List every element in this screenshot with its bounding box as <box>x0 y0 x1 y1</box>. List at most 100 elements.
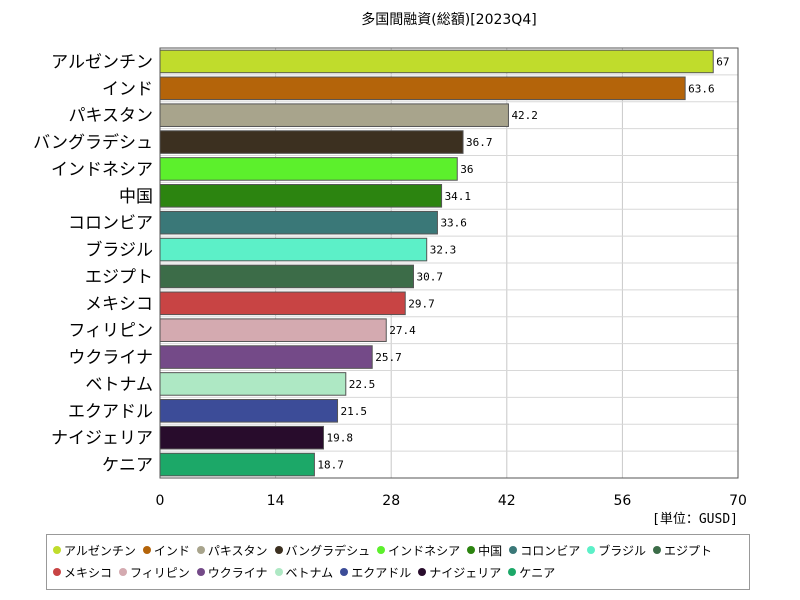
value-label: 36.7 <box>466 136 493 149</box>
category-label: インド <box>102 79 153 99</box>
category-label: ウクライナ <box>68 348 153 368</box>
legend-swatch <box>652 546 661 554</box>
legend-label: インドネシア <box>388 543 461 558</box>
legend-item: バングラデシュ <box>274 539 371 561</box>
value-label: 25.7 <box>375 351 402 364</box>
legend-swatch <box>274 546 283 554</box>
legend-swatch <box>509 546 518 554</box>
category-label: 中国 <box>119 187 153 207</box>
legend-swatch <box>508 568 517 576</box>
value-label: 18.7 <box>317 459 344 472</box>
bar <box>159 103 509 127</box>
legend-label: エクアドル <box>351 565 412 580</box>
bar <box>159 130 464 154</box>
legend-swatch <box>142 546 151 554</box>
x-tick-label: 28 <box>382 493 400 509</box>
legend-label: コロンビア <box>520 543 581 558</box>
category-label: コロンビア <box>68 214 153 234</box>
bar <box>159 291 406 316</box>
legend-label: メキシコ <box>64 565 113 580</box>
value-label: 67 <box>716 55 729 68</box>
legend-swatch <box>119 568 128 576</box>
legend-label: アルゼンチン <box>64 543 136 558</box>
legend-item: ブラジル <box>587 539 646 561</box>
category-label: ケニア <box>102 456 153 476</box>
legend-item: ケニア <box>508 561 555 583</box>
legend-item: フィリピン <box>119 561 190 583</box>
legend-label: ナイジェリア <box>429 565 502 580</box>
legend-label: ケニア <box>519 565 556 580</box>
x-tick-label: 70 <box>729 493 747 509</box>
legend-item: エジプト <box>652 539 712 561</box>
legend-label: ベトナム <box>285 565 334 580</box>
legend-swatch <box>377 546 386 554</box>
legend-item: コロンビア <box>509 539 580 561</box>
value-label: 30.7 <box>416 270 443 283</box>
value-label: 63.6 <box>688 82 715 95</box>
legend-label: ブラジル <box>598 543 646 558</box>
category-label: ベトナム <box>86 375 154 395</box>
legend-swatch <box>418 568 427 576</box>
x-tick-label: 42 <box>498 493 516 509</box>
value-label: 21.5 <box>341 405 368 418</box>
legend-item: パキスタン <box>196 539 268 561</box>
legend-swatch <box>340 568 349 576</box>
legend-item: メキシコ <box>53 561 112 583</box>
bar <box>159 184 443 208</box>
x-tick-label: 14 <box>267 493 285 509</box>
legend-item: インド <box>142 539 190 561</box>
legend-item: ナイジェリア <box>418 561 501 583</box>
value-label: 36 <box>460 163 473 176</box>
bar <box>159 399 339 423</box>
bar <box>159 76 686 101</box>
chart-title: 多国間融資(総額)[2023Q4] <box>361 12 537 28</box>
legend-label: ウクライナ <box>207 565 268 580</box>
value-label: 34.1 <box>445 190 472 203</box>
value-label: 32.3 <box>430 244 457 257</box>
bar <box>159 372 347 396</box>
legend-label: エジプト <box>663 543 712 558</box>
bar <box>159 210 438 235</box>
category-label: エクアドル <box>68 402 153 422</box>
category-label: バングラデシュ <box>33 132 153 153</box>
bar <box>159 237 428 262</box>
category-label: パキスタン <box>69 106 154 126</box>
bar <box>159 452 315 477</box>
legend-swatch <box>196 568 205 576</box>
legend-swatch <box>53 568 61 576</box>
value-label: 33.6 <box>440 217 467 230</box>
value-label: 22.5 <box>349 378 376 391</box>
bar <box>159 318 387 342</box>
category-label: フィリピン <box>68 321 153 341</box>
bar <box>159 157 458 181</box>
category-label: ナイジェリア <box>51 429 153 449</box>
bar <box>159 425 324 450</box>
legend-swatch <box>274 568 283 576</box>
legend-label: バングラデシュ <box>285 543 371 558</box>
legend-swatch <box>587 546 596 554</box>
category-label: メキシコ <box>85 294 153 314</box>
x-tick-label: 56 <box>613 493 631 509</box>
legend-label: 中国 <box>478 543 503 558</box>
legend-label: インド <box>153 543 190 558</box>
x-tick-label: 0 <box>156 493 165 509</box>
bar <box>159 49 714 74</box>
legend-swatch <box>53 546 61 554</box>
legend-label: フィリピン <box>130 565 190 580</box>
legend-item: ウクライナ <box>196 561 268 583</box>
legend-item: アルゼンチン <box>53 539 136 561</box>
category-label: ブラジル <box>85 240 153 261</box>
legend: アルゼンチン インド パキスタン バングラデシュ インドネシア 中国 コロンビア ブラジル エジ… <box>46 534 750 590</box>
legend-label: パキスタン <box>207 543 268 558</box>
category-label: インドネシア <box>51 160 153 180</box>
unit-label: [単位：GUSD] <box>652 512 738 527</box>
category-label: アルゼンチン <box>51 52 153 72</box>
value-label: 19.8 <box>326 432 353 445</box>
legend-swatch <box>467 546 476 554</box>
legend-item: エクアドル <box>340 561 411 583</box>
bar <box>159 345 373 369</box>
plot-frame <box>159 47 739 479</box>
category-label: エジプト <box>85 267 153 287</box>
